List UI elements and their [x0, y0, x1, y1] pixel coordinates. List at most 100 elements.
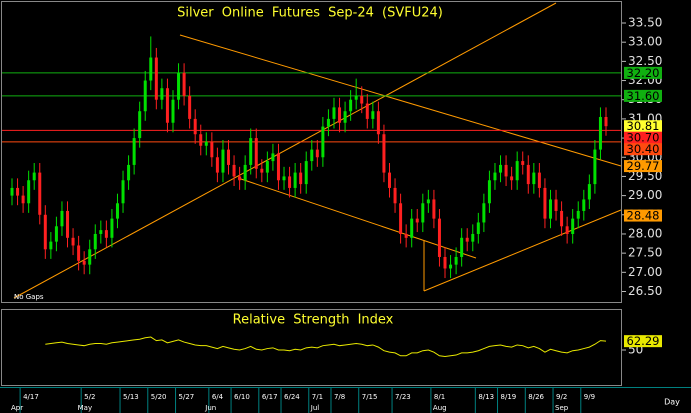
candle-body — [604, 116, 608, 127]
candle-body — [460, 237, 464, 257]
candle-body — [471, 233, 475, 242]
value-box — [624, 209, 662, 222]
candle-body — [404, 233, 408, 238]
candle-body — [193, 118, 197, 135]
candle-body — [210, 141, 214, 158]
candle-body — [399, 203, 403, 234]
candle-body — [376, 111, 380, 135]
candle-body — [493, 172, 497, 181]
candle-body — [432, 199, 436, 219]
candle-body — [304, 161, 308, 185]
x-tick-label: 7/1 — [312, 393, 323, 401]
month-label: May — [78, 404, 92, 412]
candle-body — [415, 218, 419, 223]
candle-body — [598, 116, 602, 150]
candle-body — [343, 111, 347, 123]
x-tick-label: 4/17 — [23, 393, 39, 401]
candle-body — [93, 233, 97, 250]
candle-body — [354, 95, 358, 100]
value-box — [624, 335, 662, 348]
trendline — [423, 209, 622, 292]
candle-body — [249, 138, 253, 165]
candle-body — [510, 176, 514, 181]
candle-body — [199, 134, 203, 146]
gap-note: No Gaps — [14, 293, 44, 301]
candle-body — [160, 88, 164, 100]
month-label: Sep — [555, 404, 569, 412]
candle-body — [332, 107, 336, 119]
x-tick-label: 7/15 — [362, 393, 378, 401]
candle-body — [293, 172, 297, 188]
trendlines — [13, 2, 622, 299]
value-box-label: 62.29 — [627, 334, 660, 348]
y-tick-label: 32.50 — [628, 54, 662, 68]
candle-body — [521, 161, 525, 165]
candle-body — [138, 111, 142, 139]
x-tick-label: 8/13 — [478, 393, 494, 401]
x-tick-label: 5/27 — [179, 393, 195, 401]
y-tick-label: 33.50 — [628, 16, 662, 30]
candle-body — [565, 226, 569, 234]
candle-body — [227, 149, 231, 165]
value-box-label: 29.77 — [627, 159, 660, 173]
y-tick-label: 26.50 — [628, 284, 662, 298]
x-tick-label: 6/10 — [234, 393, 250, 401]
x-tick-label: 8/19 — [501, 393, 517, 401]
candle-body — [571, 218, 575, 234]
value-box-label: 30.81 — [627, 119, 660, 133]
candle-body — [132, 138, 136, 165]
candle-body — [437, 218, 441, 257]
candle-body — [299, 172, 303, 185]
candle-body — [560, 210, 564, 227]
candle-body — [576, 210, 580, 219]
x-tick-label: 8/1 — [434, 393, 445, 401]
candle-body — [82, 260, 86, 265]
candle-body — [449, 264, 453, 269]
candle-body — [476, 222, 480, 234]
candle-body — [465, 237, 469, 242]
value-box — [624, 89, 662, 102]
candle-body — [182, 72, 186, 96]
candle-body — [127, 164, 131, 181]
candle-body — [254, 138, 258, 169]
x-tick-label: 7/8 — [334, 393, 345, 401]
x-tick-label: 9/2 — [556, 393, 567, 401]
candle-body — [143, 80, 147, 112]
candle-body — [321, 126, 325, 158]
x-tick-label: 5/2 — [84, 393, 95, 401]
candle-body — [60, 210, 64, 227]
candle-body — [393, 187, 397, 204]
trendline — [13, 2, 557, 299]
x-tick-label: 5/20 — [151, 393, 167, 401]
candle-body — [365, 103, 369, 119]
x-tick-label: 5/13 — [123, 393, 139, 401]
candle-body — [238, 176, 242, 181]
candle-body — [154, 57, 158, 100]
y-tick-label: 27.00 — [628, 265, 662, 279]
candle-body — [21, 195, 25, 204]
candle-body — [110, 218, 114, 238]
candle-body — [426, 199, 430, 204]
month-label: Jun — [204, 404, 216, 412]
x-tick-label: 6/4 — [212, 393, 224, 401]
candle-body — [188, 95, 192, 119]
candle-body — [121, 180, 125, 204]
candle-body — [504, 164, 508, 177]
value-box — [624, 143, 662, 156]
value-box-label: 30.70 — [627, 131, 660, 145]
candle-body — [77, 245, 81, 261]
value-box-label: 30.40 — [627, 142, 660, 156]
candle-body — [177, 72, 181, 100]
candle-body — [38, 172, 42, 215]
candle-body — [349, 99, 353, 112]
x-tick-label: 6/17 — [262, 393, 278, 401]
y-tick-label: 29.00 — [628, 188, 662, 202]
candle-body — [265, 161, 269, 173]
candle-body — [99, 230, 103, 234]
candle-body — [288, 176, 292, 188]
candle-body — [104, 230, 108, 238]
candle-body — [66, 210, 70, 238]
value-box — [624, 131, 662, 144]
value-box — [624, 160, 662, 173]
candle-body — [165, 88, 169, 123]
